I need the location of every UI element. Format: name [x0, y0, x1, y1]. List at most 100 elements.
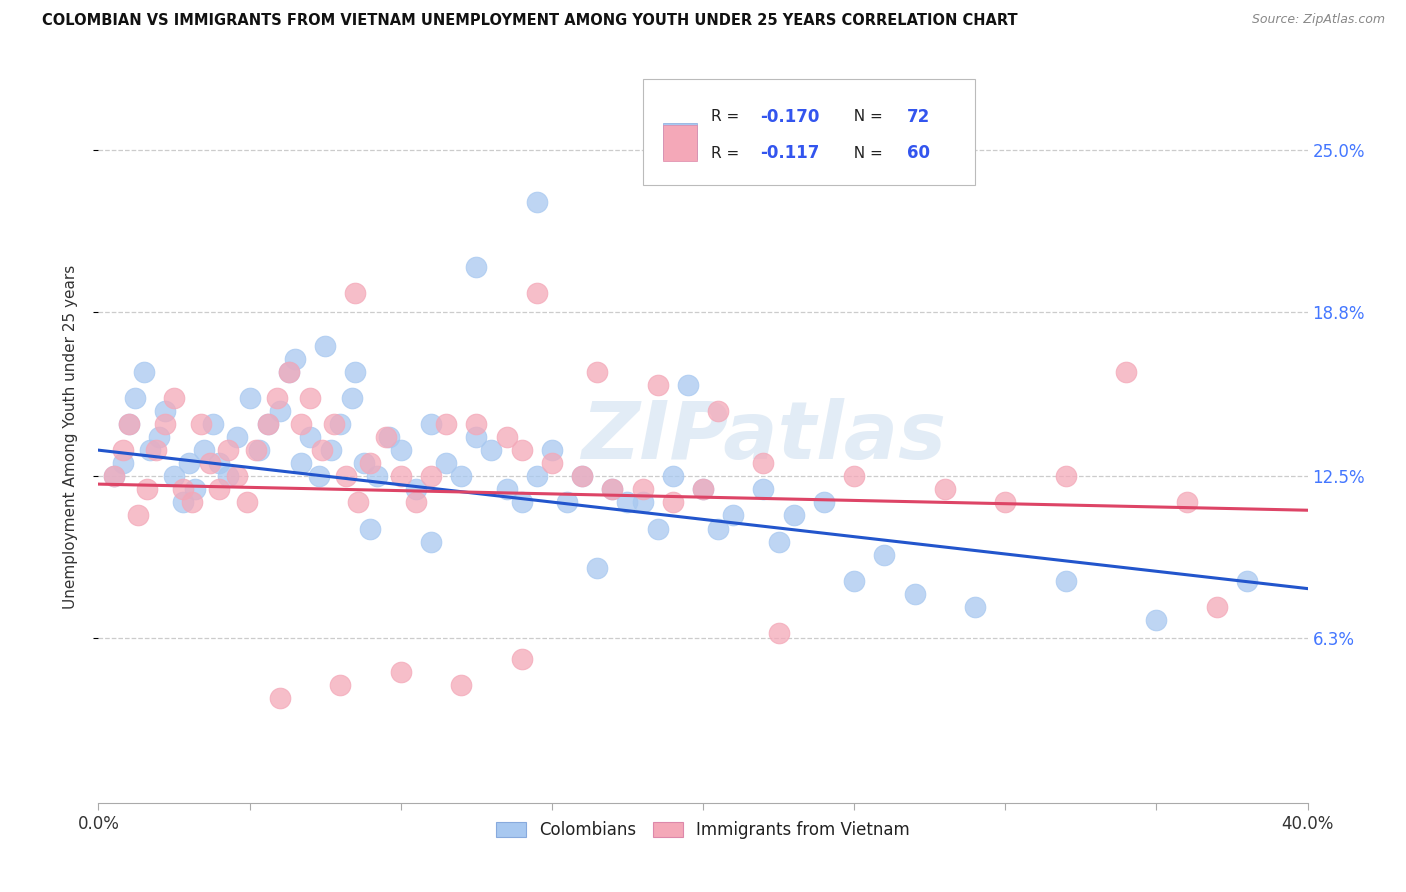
Point [111, 443, 134, 458]
Point [934, 483, 956, 497]
Point [277, 365, 299, 379]
Point [723, 508, 745, 523]
Point [323, 417, 346, 431]
Point [1236, 574, 1258, 588]
Point [321, 443, 343, 458]
Point [571, 469, 593, 483]
Point [602, 483, 624, 497]
FancyBboxPatch shape [643, 78, 976, 185]
Point [389, 665, 412, 680]
Point [661, 495, 683, 509]
Point [434, 417, 457, 431]
Point [586, 560, 609, 574]
Point [526, 469, 548, 483]
Point [495, 483, 517, 497]
Point [510, 443, 533, 458]
Point [103, 469, 125, 483]
Point [1054, 574, 1077, 588]
Point [1146, 613, 1168, 627]
Point [389, 469, 412, 483]
Text: 72: 72 [907, 108, 931, 126]
Point [269, 691, 291, 706]
Point [308, 469, 330, 483]
Y-axis label: Unemployment Among Youth under 25 years: Unemployment Among Youth under 25 years [63, 265, 77, 609]
Text: R =: R = [711, 146, 745, 161]
Point [389, 443, 412, 458]
Point [284, 351, 307, 366]
Point [526, 194, 548, 209]
Point [555, 495, 578, 509]
Point [290, 456, 312, 470]
Point [602, 483, 624, 497]
Point [752, 456, 775, 470]
Point [1175, 495, 1198, 509]
Point [181, 495, 204, 509]
Point [132, 365, 155, 379]
Point [360, 521, 382, 535]
Point [266, 391, 288, 405]
Point [208, 483, 231, 497]
Point [239, 391, 262, 405]
Point [783, 508, 806, 523]
Point [540, 443, 562, 458]
Point [1054, 469, 1077, 483]
Point [616, 495, 638, 509]
Point [510, 495, 533, 509]
Point [526, 286, 548, 301]
Point [172, 483, 194, 497]
Point [153, 417, 176, 431]
Point [676, 377, 699, 392]
Text: COLOMBIAN VS IMMIGRANTS FROM VIETNAM UNEMPLOYMENT AMONG YOUTH UNDER 25 YEARS COR: COLOMBIAN VS IMMIGRANTS FROM VIETNAM UNE… [42, 13, 1018, 29]
Point [118, 417, 141, 431]
Point [420, 534, 443, 549]
Point [692, 483, 714, 497]
Text: 60: 60 [907, 145, 931, 162]
Point [135, 483, 157, 497]
Point [299, 430, 322, 444]
Point [335, 469, 357, 483]
Point [103, 469, 125, 483]
Point [314, 339, 336, 353]
Point [768, 534, 790, 549]
Point [277, 365, 299, 379]
Point [148, 430, 170, 444]
Point [347, 495, 370, 509]
Point [353, 456, 375, 470]
Point [873, 548, 896, 562]
Point [190, 417, 212, 431]
Point [145, 443, 167, 458]
Point [965, 599, 987, 614]
Text: ZIPatlas: ZIPatlas [581, 398, 946, 476]
Point [813, 495, 835, 509]
Point [994, 495, 1017, 509]
Legend: Colombians, Immigrants from Vietnam: Colombians, Immigrants from Vietnam [489, 814, 917, 846]
FancyBboxPatch shape [664, 125, 697, 161]
Point [465, 430, 488, 444]
Point [184, 483, 207, 497]
Point [124, 391, 146, 405]
Point [752, 483, 775, 497]
Point [844, 469, 866, 483]
Point [465, 417, 488, 431]
Point [344, 286, 367, 301]
Point [235, 495, 257, 509]
Point [661, 469, 683, 483]
Point [329, 678, 352, 692]
Text: R =: R = [711, 110, 745, 124]
Point [163, 391, 186, 405]
Text: N =: N = [845, 110, 889, 124]
Point [540, 456, 562, 470]
Point [405, 495, 427, 509]
Point [366, 469, 388, 483]
Point [631, 483, 654, 497]
Point [1206, 599, 1229, 614]
Point [495, 430, 517, 444]
Point [247, 443, 270, 458]
Point [450, 469, 472, 483]
Point [172, 495, 194, 509]
Point [139, 443, 162, 458]
Point [465, 260, 488, 275]
Point [200, 456, 222, 470]
Point [342, 391, 364, 405]
Point [647, 377, 669, 392]
